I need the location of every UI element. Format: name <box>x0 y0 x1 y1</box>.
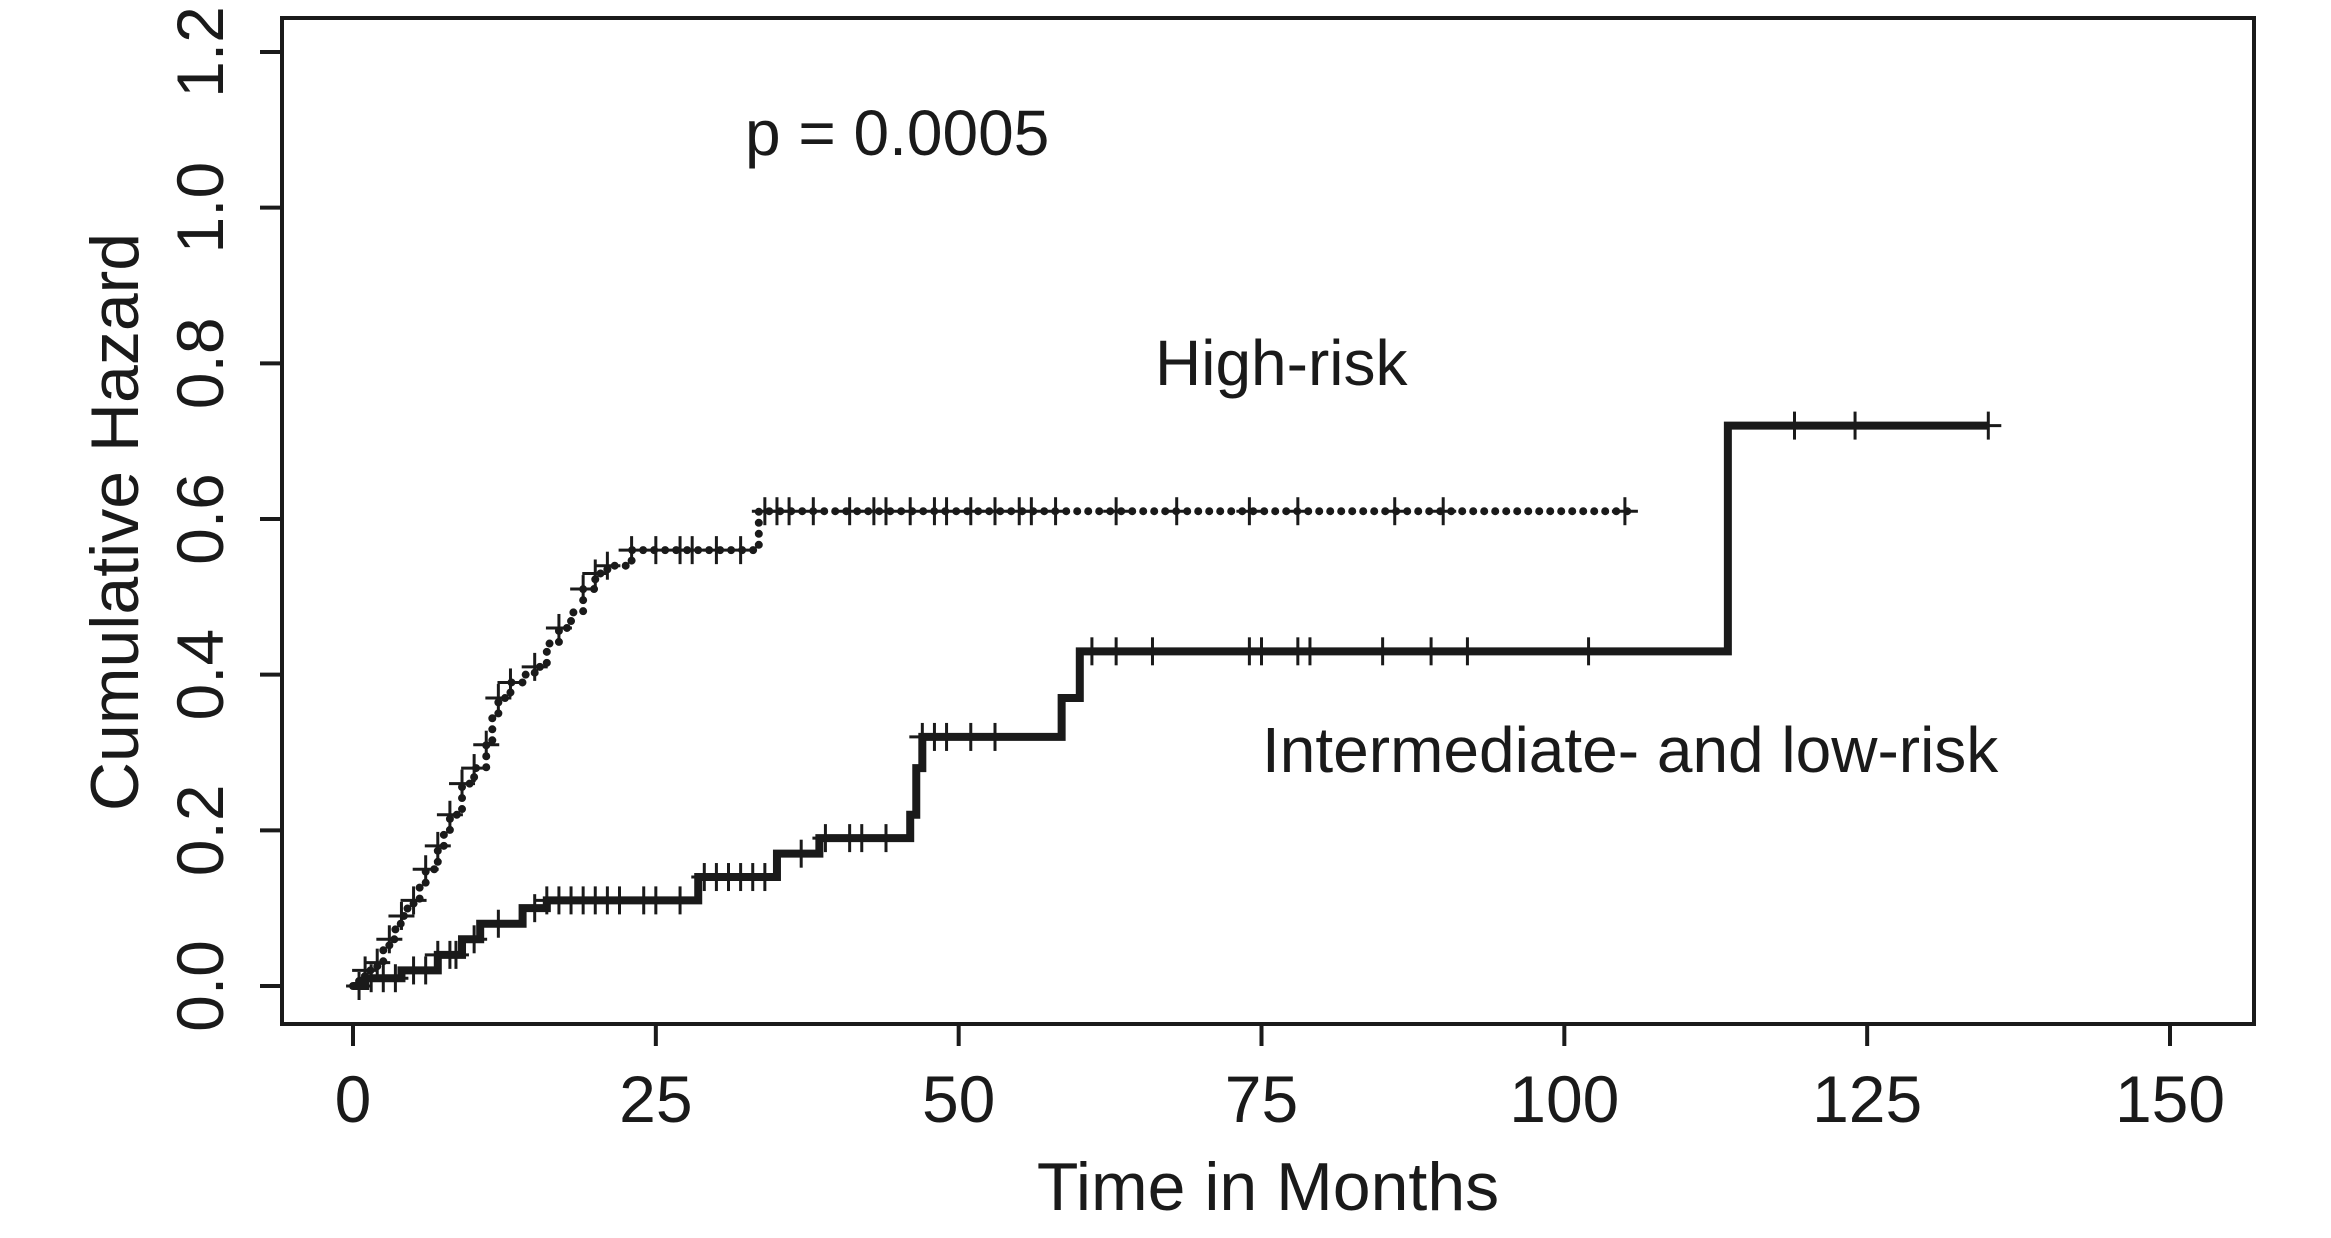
y-tick-label: 0.6 <box>163 473 237 565</box>
low-risk-label: Intermediate- and low-risk <box>1262 714 1999 786</box>
x-tick-label: 100 <box>1509 1062 1619 1136</box>
x-axis-title: Time in Months <box>1037 1149 1499 1225</box>
y-tick-label: 0.8 <box>163 317 237 409</box>
x-tick-label: 150 <box>2115 1062 2225 1136</box>
high-risk-label: High-risk <box>1155 327 1408 399</box>
x-tick-label: 125 <box>1812 1062 1922 1136</box>
intermediate-low-risk-series <box>346 411 2002 1000</box>
y-tick-label: 0.0 <box>163 940 237 1032</box>
p-value-annotation: p = 0.0005 <box>745 97 1049 169</box>
plot-frame <box>280 16 2256 1026</box>
y-tick-label: 0.2 <box>163 784 237 876</box>
x-tick-label: 0 <box>335 1062 372 1136</box>
y-tick-label: 1.2 <box>163 6 237 98</box>
y-axis: 0.0 0.2 0.4 0.6 0.8 1.0 1.2 <box>163 6 284 1032</box>
series-layer <box>346 411 2002 1000</box>
x-tick-label: 50 <box>922 1062 995 1136</box>
x-tick-label: 75 <box>1225 1062 1298 1136</box>
intermediate-low-risk-step-line <box>353 421 1989 990</box>
y-tick-label: 0.4 <box>163 629 237 721</box>
y-tick-label: 1.0 <box>163 162 237 254</box>
y-axis-title: Cumulative Hazard <box>77 233 153 811</box>
x-axis: 0 25 50 75 100 125 150 <box>335 1022 2225 1136</box>
high-risk-series <box>349 497 1638 990</box>
x-tick-label: 25 <box>619 1062 692 1136</box>
